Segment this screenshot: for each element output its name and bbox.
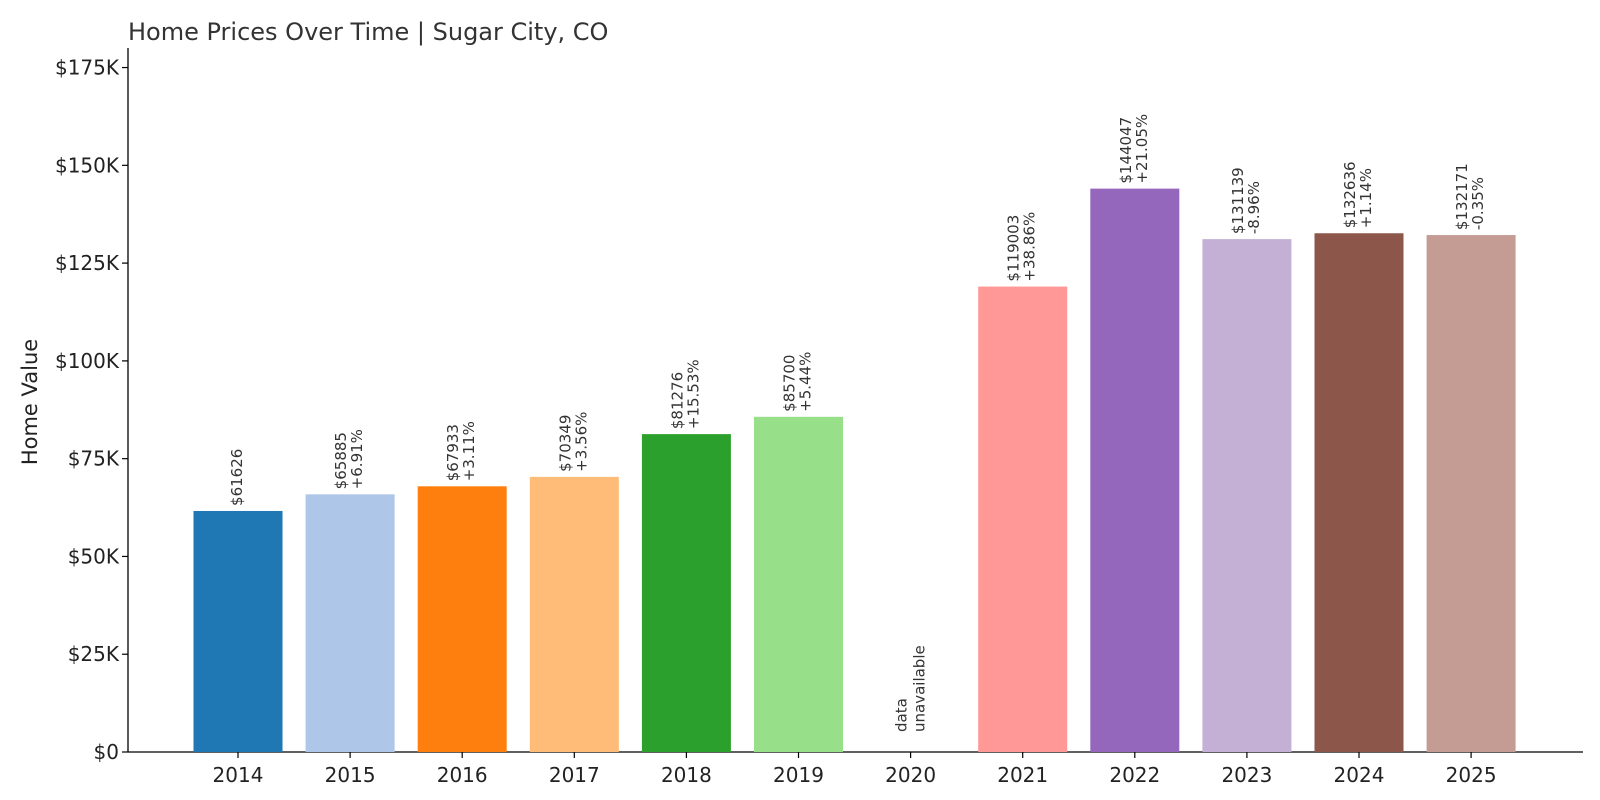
x-tick-label: 2020 [885, 763, 936, 787]
x-tick-label: 2016 [437, 763, 488, 787]
data-label-2014: $61626 [228, 449, 246, 506]
x-tick-label: 2025 [1446, 763, 1497, 787]
data-label-2021: $119003+38.86% [1005, 212, 1039, 282]
x-axis: 2014 2015 2016 2017 2018 2019 2020 2021 2022 2023… [128, 751, 1583, 787]
x-tick-label: 2023 [1221, 763, 1272, 787]
x-tick-label: 2022 [1109, 763, 1160, 787]
y-tick-label: $125K [55, 251, 120, 275]
x-tick-label: 2019 [773, 763, 824, 787]
bar-2021 [978, 286, 1068, 752]
data-label-2023: $131139-8.96% [1229, 167, 1263, 234]
y-tick-label: $150K [55, 153, 120, 177]
x-tick-label: 2018 [661, 763, 712, 787]
x-tick-label: 2017 [549, 763, 600, 787]
bar-2023 [1202, 239, 1292, 752]
data-label-2024: $132636+1.14% [1341, 161, 1375, 228]
y-tick-label: $50K [68, 544, 120, 568]
bar-2024 [1314, 233, 1404, 753]
data-label-2019: $85700+5.44% [781, 352, 815, 412]
x-tick-label: 2024 [1334, 763, 1385, 787]
y-axis: $0 $25K $50K $75K $100K $125K $150K $175K [55, 48, 129, 764]
x-tick-label: 2014 [213, 763, 264, 787]
y-tick-label: $25K [68, 642, 120, 666]
y-axis-label: Home Value [18, 339, 42, 465]
bar-2014 [193, 510, 283, 752]
bar-2025 [1426, 235, 1516, 753]
chart-title: Home Prices Over Time | Sugar City, CO [128, 18, 608, 46]
data-label-2018: $81276+15.53% [668, 359, 702, 429]
bar-2015 [305, 494, 395, 752]
data-label-2017: $70349+3.56% [556, 412, 590, 472]
x-tick-label: 2015 [325, 763, 376, 787]
y-tick-label: $75K [68, 447, 120, 471]
bar-2022 [1090, 188, 1180, 752]
bar-2016 [417, 486, 507, 752]
data-label-2016: $67933+3.11% [444, 421, 478, 481]
missing-data-label: dataunavailable [893, 645, 929, 732]
bar-2017 [529, 476, 619, 752]
y-tick-label: $175K [55, 56, 120, 80]
data-label-2025: $132171-0.35% [1453, 163, 1487, 230]
data-label-2022: $144047+21.05% [1117, 114, 1151, 184]
data-labels: $61626 $65885+6.91% $67933+3.11% $70349+3.5… [228, 114, 1487, 732]
bar-2018 [641, 434, 731, 752]
x-tick-label: 2021 [997, 763, 1048, 787]
bar-2019 [754, 416, 843, 752]
y-tick-label: $100K [55, 349, 120, 373]
bars [193, 188, 1516, 753]
data-label-2015: $65885+6.91% [332, 429, 366, 489]
y-tick-label: $0 [94, 740, 119, 764]
